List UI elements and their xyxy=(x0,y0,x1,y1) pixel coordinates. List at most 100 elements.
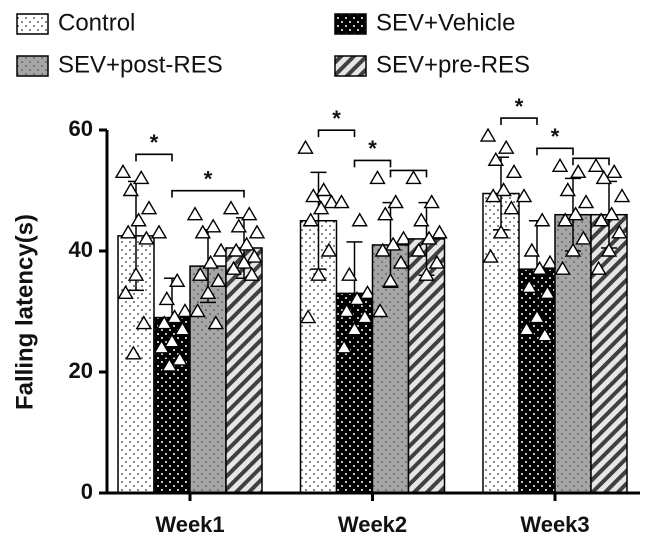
data-point xyxy=(613,188,631,203)
data-point xyxy=(482,248,499,263)
legend-label: SEV+pre-RES xyxy=(376,51,530,78)
data-point xyxy=(171,351,189,366)
bar xyxy=(407,238,446,494)
data-point xyxy=(222,200,240,215)
data-point xyxy=(556,212,574,227)
x-tick-label: Week3 xyxy=(520,512,589,537)
data-point xyxy=(333,194,350,209)
data-point xyxy=(315,182,332,197)
data-point xyxy=(431,224,448,239)
data-point xyxy=(520,278,538,293)
data-point xyxy=(212,242,230,257)
data-point xyxy=(531,260,548,275)
data-point xyxy=(392,254,410,269)
data-point xyxy=(210,272,227,287)
significance-bracket xyxy=(536,147,574,156)
data-point xyxy=(204,218,222,233)
data-point xyxy=(174,321,191,336)
data-point xyxy=(410,242,427,257)
data-point xyxy=(564,242,582,257)
legend-swatch xyxy=(16,13,49,35)
data-point xyxy=(356,309,374,324)
data-point xyxy=(423,194,440,209)
data-point xyxy=(484,188,502,203)
data-point xyxy=(238,236,255,251)
data-point xyxy=(176,303,194,318)
data-point xyxy=(413,212,430,227)
data-point xyxy=(155,315,173,330)
data-point xyxy=(230,218,248,233)
significance-label: * xyxy=(368,136,377,161)
data-point xyxy=(551,157,569,173)
data-point xyxy=(492,224,510,239)
significance-label: * xyxy=(150,130,159,155)
data-point xyxy=(138,230,155,245)
data-point xyxy=(359,284,376,300)
data-point xyxy=(202,254,219,269)
legend-swatch xyxy=(16,55,49,77)
data-point xyxy=(130,212,147,227)
significance-label: * xyxy=(332,106,341,131)
data-point xyxy=(592,212,610,227)
significance-label: * xyxy=(515,94,524,119)
data-point xyxy=(117,284,134,300)
data-point xyxy=(194,224,212,239)
data-point xyxy=(497,139,515,154)
data-point xyxy=(384,236,402,251)
significance-bracket xyxy=(500,117,538,126)
data-point xyxy=(225,260,242,275)
y-tick-label: 60 xyxy=(69,116,93,141)
x-tick-label: Week1 xyxy=(155,512,224,537)
data-point xyxy=(420,230,438,245)
data-point xyxy=(528,309,546,324)
data-point xyxy=(600,242,618,257)
data-point xyxy=(515,188,533,203)
data-point xyxy=(191,266,209,281)
bar xyxy=(225,247,263,494)
data-point xyxy=(199,284,217,300)
data-point xyxy=(503,200,520,215)
data-point xyxy=(338,303,355,318)
data-point xyxy=(374,242,391,257)
data-point xyxy=(387,194,404,209)
data-point xyxy=(168,272,186,287)
data-point xyxy=(248,224,266,239)
data-point xyxy=(346,321,363,336)
data-point xyxy=(150,224,168,239)
data-point xyxy=(135,315,153,330)
data-point xyxy=(371,303,389,318)
data-point xyxy=(243,266,261,281)
legend-swatch xyxy=(334,13,367,35)
data-point xyxy=(122,182,140,197)
data-point xyxy=(297,139,314,154)
data-point xyxy=(405,170,422,185)
y-axis-label: Falling latency(s) xyxy=(11,214,38,410)
data-point xyxy=(351,212,368,227)
data-point xyxy=(533,212,551,227)
significance-bracket xyxy=(353,159,392,168)
data-point xyxy=(119,224,137,239)
data-point xyxy=(505,163,523,179)
data-point xyxy=(310,266,327,281)
data-point xyxy=(140,200,158,215)
data-point xyxy=(539,284,556,300)
data-point xyxy=(382,272,399,287)
data-point xyxy=(611,224,628,239)
data-point xyxy=(377,206,394,221)
data-point xyxy=(132,170,150,185)
significance-label: * xyxy=(551,124,560,149)
data-point xyxy=(240,206,258,221)
data-point xyxy=(166,309,183,324)
data-point xyxy=(590,260,607,275)
data-point xyxy=(495,182,512,197)
legend-swatch xyxy=(334,55,367,77)
data-point xyxy=(207,315,225,330)
data-point xyxy=(559,182,577,197)
data-point xyxy=(163,333,181,348)
data-point xyxy=(575,230,592,245)
data-point xyxy=(153,339,170,354)
data-point xyxy=(335,339,353,354)
data-point xyxy=(587,157,605,173)
data-point xyxy=(305,188,322,203)
legend-label: Control xyxy=(58,9,135,36)
